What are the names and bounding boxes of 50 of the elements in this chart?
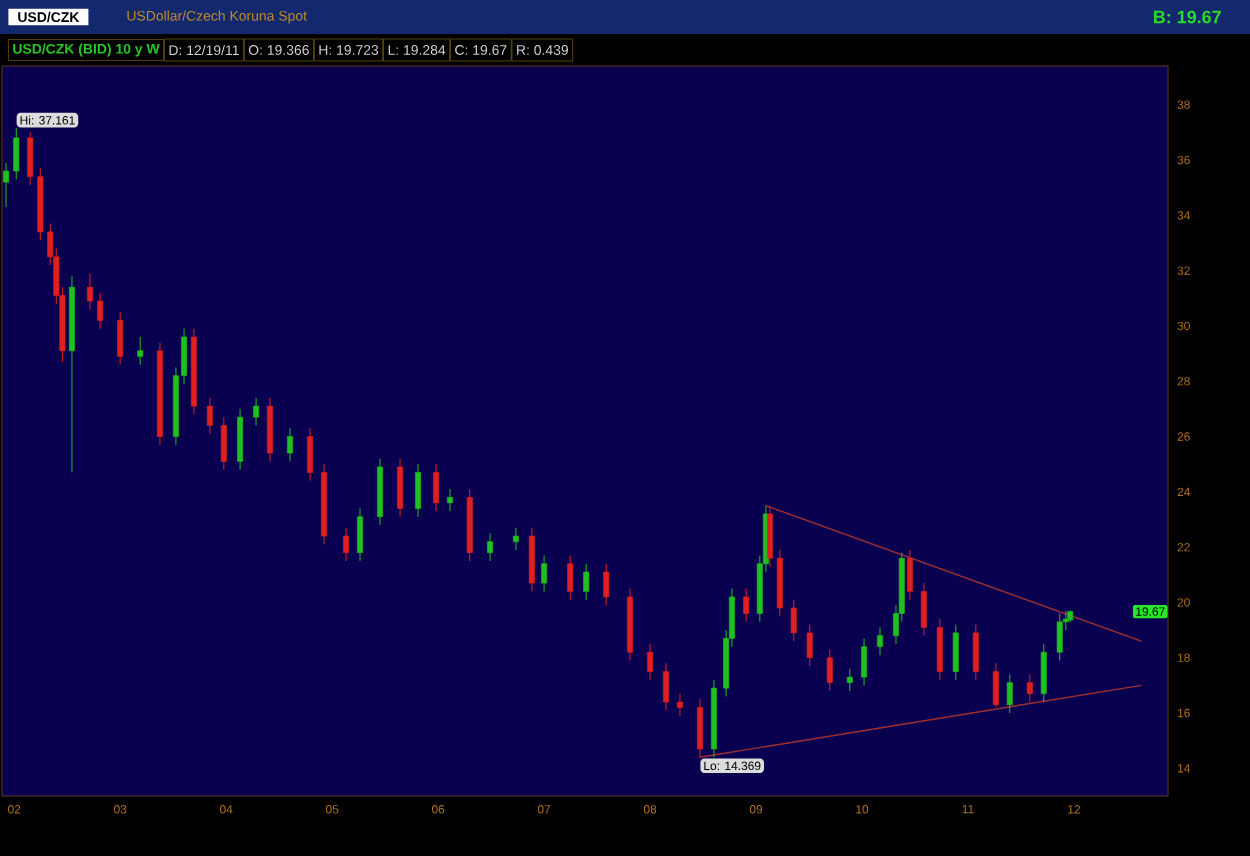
candlestick (27, 131, 34, 186)
candlestick (647, 643, 654, 681)
candlestick (1040, 643, 1047, 703)
candlestick (357, 507, 363, 562)
candlestick (267, 397, 273, 462)
candlestick (790, 599, 797, 642)
candlestick (343, 527, 350, 562)
candlestick (603, 563, 610, 606)
candlestick (1026, 673, 1033, 703)
candlestick (920, 582, 927, 637)
candlestick (583, 563, 590, 601)
candlestick (992, 662, 999, 709)
candlestick (972, 624, 979, 681)
candlestick (117, 311, 124, 366)
candlestick (861, 637, 867, 686)
candlestick (397, 458, 404, 518)
candlestick (415, 463, 422, 518)
candlestick (806, 624, 813, 667)
candlestick (307, 427, 314, 482)
candlestick (433, 463, 440, 512)
text: B: 19.67 (1154, 10, 1221, 24)
candlestick (253, 397, 260, 426)
candlestick (743, 588, 750, 623)
candlestick (237, 408, 244, 471)
candlestick (137, 336, 144, 366)
candlestick (846, 668, 853, 692)
candlestick (767, 505, 773, 567)
candlestick (487, 532, 494, 562)
candlestick (287, 427, 293, 462)
candlestick (677, 693, 683, 717)
candlestick (97, 292, 104, 330)
candlestick (3, 162, 10, 208)
candlestick (512, 527, 519, 551)
candlestick (541, 554, 548, 592)
candlestick (87, 272, 93, 310)
candlestick (826, 648, 833, 692)
candlestick (13, 127, 20, 180)
candlestick (447, 488, 453, 512)
candlestick (877, 626, 883, 656)
candlestick (697, 698, 703, 759)
candlestick (1006, 673, 1013, 714)
candlestick (1056, 613, 1063, 662)
candlestick (220, 416, 227, 471)
candlestick (528, 527, 535, 592)
candlestick (567, 554, 574, 601)
candlestick (663, 662, 669, 711)
candlestick (906, 549, 913, 601)
candlestick (206, 397, 213, 435)
candlestick (952, 624, 959, 681)
candlestick (936, 618, 943, 681)
